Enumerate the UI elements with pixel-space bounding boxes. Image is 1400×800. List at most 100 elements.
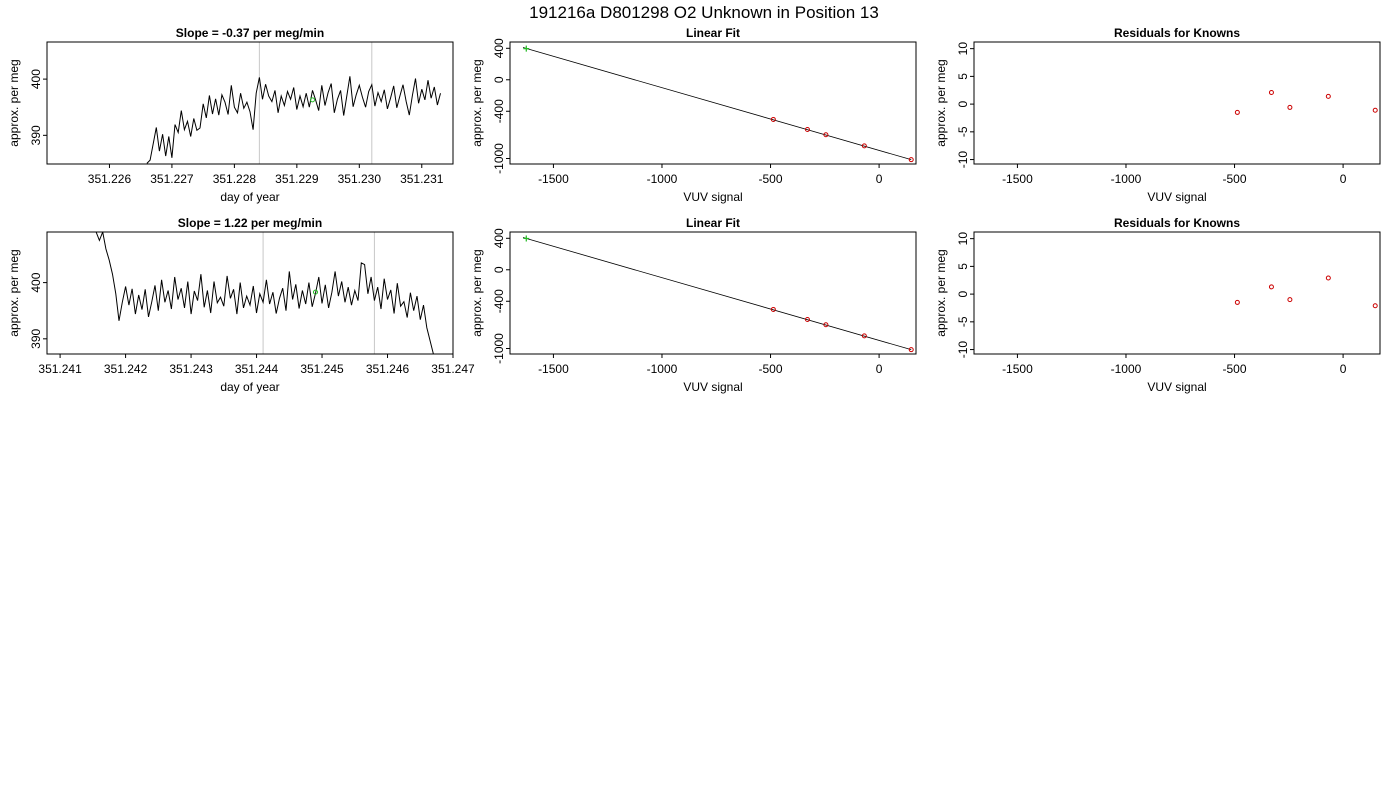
y-tick-label: -400 — [492, 289, 506, 313]
x-axis-label: VUV signal — [683, 380, 742, 394]
x-tick-label: -1500 — [1002, 362, 1033, 376]
panel-title: Residuals for Knowns — [1114, 216, 1240, 230]
y-axis-label: approx. per meg — [7, 249, 21, 336]
x-tick-label: 351.229 — [275, 172, 319, 186]
x-tick-label: 351.228 — [213, 172, 257, 186]
x-axis-label: VUV signal — [683, 190, 742, 204]
x-tick-label: -1000 — [1111, 172, 1142, 186]
y-tick-label: -5 — [956, 316, 970, 327]
x-tick-label: -500 — [759, 362, 783, 376]
y-tick-label: 400 — [29, 272, 43, 292]
plot-area — [522, 45, 914, 163]
y-axis-label: approx. per meg — [934, 249, 948, 336]
known-point — [823, 132, 829, 138]
x-tick-label: 351.243 — [169, 362, 213, 376]
plot-area — [522, 235, 914, 353]
y-tick-label: -10 — [956, 151, 970, 169]
y-tick-label: -10 — [956, 341, 970, 359]
x-tick-label: -500 — [759, 172, 783, 186]
chart-panel-row1-residuals: Residuals for Knowns -1500 -1000 -500 0 10 5 0 -… — [934, 26, 1381, 204]
x-tick-label: 351.245 — [300, 362, 344, 376]
x-tick-label: -1000 — [647, 172, 678, 186]
x-axis-label: VUV signal — [1147, 380, 1206, 394]
figure-title: 191216a D801298 O2 Unknown in Position 1… — [529, 3, 879, 22]
y-tick-label: 390 — [29, 328, 43, 348]
known-point — [1325, 93, 1331, 99]
plot-frame — [973, 231, 1381, 355]
known-point — [1234, 109, 1240, 115]
x-tick-label: 351.246 — [366, 362, 410, 376]
y-tick-label: 0 — [956, 100, 970, 107]
panel-title: Residuals for Knowns — [1114, 26, 1240, 40]
chart-panel-row2-residuals: Residuals for Knowns -1500 -1000 -500 0 10 5 0 -… — [934, 216, 1381, 394]
y-tick-label: 10 — [956, 42, 970, 56]
y-tick-label: -1000 — [492, 333, 506, 364]
x-axis-label: day of year — [220, 190, 279, 204]
plot-frame — [509, 231, 917, 355]
x-tick-label: 351.241 — [38, 362, 82, 376]
panel-title: Slope = 1.22 per meg/min — [178, 216, 322, 230]
x-tick-label: 351.247 — [431, 362, 475, 376]
x-tick-label: 351.230 — [338, 172, 382, 186]
x-tick-label: 0 — [1340, 172, 1347, 186]
chart-panel-row1-timeseries: Slope = -0.37 per meg/min 351.226 351.227 3… — [7, 26, 454, 204]
plot-area — [146, 42, 441, 164]
panel-title: Slope = -0.37 per meg/min — [176, 26, 324, 40]
chart-panel-row2-linearfit: Linear Fit -1500 -1000 -500 0 400 0 -400 -1000 VU… — [470, 216, 917, 394]
fit-line — [522, 47, 912, 161]
y-tick-label: 0 — [492, 266, 506, 273]
fit-line — [522, 237, 912, 351]
x-tick-label: -1500 — [1002, 172, 1033, 186]
y-tick-label: 5 — [956, 73, 970, 80]
x-axis-label: day of year — [220, 380, 279, 394]
x-tick-label: -500 — [1223, 172, 1247, 186]
plot-area — [1234, 89, 1378, 115]
plot-frame — [973, 41, 1381, 165]
panels-container: Slope = -0.37 per meg/min 351.226 351.227 3… — [7, 26, 1381, 394]
y-axis-label: approx. per meg — [934, 59, 948, 146]
plot-frame — [46, 41, 454, 165]
unknown-point — [523, 45, 530, 52]
known-point — [823, 322, 829, 328]
y-tick-label: 5 — [956, 263, 970, 270]
x-tick-label: 351.231 — [400, 172, 444, 186]
x-tick-label: 351.242 — [104, 362, 148, 376]
known-point — [908, 157, 914, 163]
x-tick-label: 0 — [876, 172, 883, 186]
plot-area — [95, 232, 434, 354]
known-point — [1325, 275, 1331, 281]
y-tick-label: 400 — [29, 69, 43, 89]
unknown-marker — [312, 289, 318, 295]
y-axis-label: approx. per meg — [470, 59, 484, 146]
plot-frame — [509, 41, 917, 165]
known-point — [1234, 299, 1240, 305]
y-tick-label: 400 — [492, 38, 506, 58]
y-tick-label: 390 — [29, 125, 43, 145]
known-point — [770, 306, 776, 312]
chart-panel-row1-linearfit: Linear Fit -1500 -1000 -500 0 400 0 -400 -1000 VU… — [470, 26, 917, 204]
panel-title: Linear Fit — [686, 216, 740, 230]
y-axis-label: approx. per meg — [7, 59, 21, 146]
unknown-marker — [309, 97, 315, 103]
panel-title: Linear Fit — [686, 26, 740, 40]
known-point — [1287, 297, 1293, 303]
trace-line — [95, 232, 434, 354]
x-tick-label: -500 — [1223, 362, 1247, 376]
y-tick-label: 0 — [492, 76, 506, 83]
x-tick-label: -1500 — [538, 362, 569, 376]
known-point — [1287, 104, 1293, 110]
y-tick-label: 10 — [956, 232, 970, 246]
x-tick-label: 351.227 — [150, 172, 194, 186]
trace-line — [146, 76, 441, 164]
known-point — [861, 143, 867, 149]
x-tick-label: 0 — [1340, 362, 1347, 376]
known-point — [1372, 303, 1378, 309]
unknown-point — [523, 235, 530, 242]
known-point — [804, 317, 810, 323]
y-tick-label: -1000 — [492, 143, 506, 174]
plot-area — [1234, 275, 1378, 309]
y-tick-label: -400 — [492, 99, 506, 123]
known-point — [1268, 89, 1274, 95]
